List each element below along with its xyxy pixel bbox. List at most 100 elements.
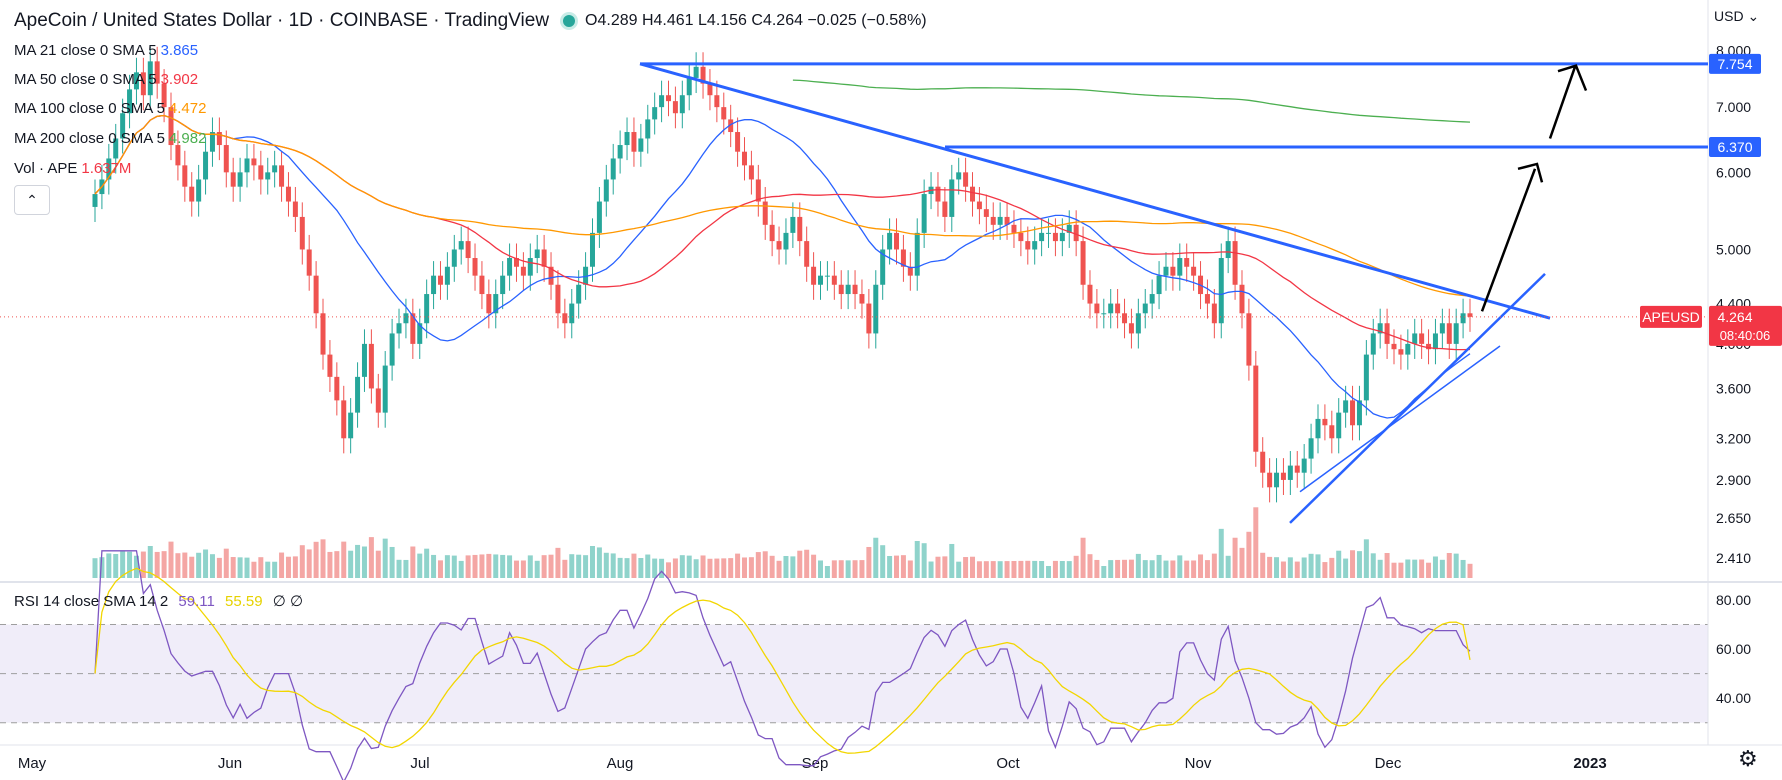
price-tick-label: 5.000 <box>1716 241 1751 257</box>
volume-bar <box>1343 558 1349 578</box>
candle-body <box>1156 275 1162 295</box>
volume-bar <box>603 552 609 578</box>
volume-bar <box>120 550 126 578</box>
volume-bar <box>555 547 561 578</box>
volume-bar <box>679 555 685 578</box>
candle-body <box>1260 451 1266 473</box>
candle-body <box>1191 266 1197 276</box>
candle-body <box>527 258 533 276</box>
volume-bar <box>963 557 969 578</box>
currency-selector[interactable]: USD ⌄ <box>1714 8 1760 24</box>
indicator-ma21[interactable]: MA 21 close 0 SMA 5 3.865 <box>14 42 199 59</box>
candle-body <box>797 216 803 242</box>
candle-body <box>154 61 160 84</box>
volume-bar <box>1377 559 1383 578</box>
volume-bar <box>838 560 844 578</box>
volume-bar <box>513 560 519 578</box>
volume-bar <box>127 551 133 578</box>
rsi-tick-label: 60.00 <box>1716 641 1751 657</box>
volume-bar <box>292 556 298 578</box>
candle-body <box>645 119 651 139</box>
indicator-ma100[interactable]: MA 100 close 0 SMA 5 4.472 <box>14 100 207 117</box>
volume-bar <box>417 553 423 578</box>
candle-body <box>914 232 920 276</box>
volume-bar <box>175 553 181 578</box>
candle-body <box>997 216 1003 225</box>
price-tick-label: 7.000 <box>1716 99 1751 115</box>
candle-body <box>1122 313 1128 324</box>
candle-body <box>735 132 741 152</box>
candle-body <box>1426 343 1432 350</box>
price-label-box <box>1709 53 1761 74</box>
volume-bar <box>1018 560 1024 578</box>
candle-body <box>168 107 174 146</box>
candle-body <box>230 172 236 187</box>
volume-bar <box>741 557 747 578</box>
volume-bar <box>272 561 278 578</box>
volume-bar <box>956 561 962 578</box>
candle-body <box>106 158 112 180</box>
volume-bar <box>1370 553 1376 578</box>
indicator-ma50[interactable]: MA 50 close 0 SMA 5 3.902 <box>14 71 199 88</box>
candle-body <box>1080 241 1086 285</box>
volume-bar <box>887 556 893 578</box>
volume-bar <box>99 557 105 578</box>
candle-body <box>1274 472 1280 488</box>
volume-bar <box>1122 559 1128 578</box>
volume-bar <box>942 556 948 578</box>
rsi-header[interactable]: RSI 14 close SMA 14 2 59.11 55.59 ∅ ∅ <box>14 593 304 610</box>
candle-body <box>334 376 340 401</box>
price-tick-label: 6.000 <box>1716 164 1751 180</box>
candle-body <box>1046 232 1052 234</box>
candle-body <box>935 186 941 202</box>
settings-gear-icon[interactable]: ⚙ <box>1738 746 1758 771</box>
candle-body <box>555 284 561 314</box>
volume-bar <box>990 561 996 578</box>
time-tick-label: May <box>18 755 47 772</box>
candle-body <box>1011 224 1017 233</box>
candle-body <box>1128 323 1134 334</box>
candle-body <box>1211 303 1217 324</box>
candle-body <box>1460 313 1466 324</box>
candle-body <box>382 365 388 413</box>
candle-body <box>1370 333 1376 355</box>
candle-body <box>603 179 609 202</box>
candle-body <box>956 172 962 180</box>
volume-bar <box>209 554 215 578</box>
indicator-volume[interactable]: Vol · APE 1.637M <box>14 160 132 177</box>
candle-body <box>741 151 747 166</box>
volume-bar <box>583 555 589 578</box>
indicator-ma200[interactable]: MA 200 close 0 SMA 5 4.982 <box>14 130 207 147</box>
volume-bar <box>237 557 243 578</box>
rsi-ma-line <box>94 567 1471 754</box>
volume-bar <box>1142 560 1148 578</box>
volume-bar <box>431 554 437 578</box>
candle-body <box>1315 418 1321 439</box>
candle-body <box>1066 224 1072 233</box>
ma100-line <box>94 114 1471 297</box>
volume-bar <box>216 557 222 578</box>
volume-bar <box>251 561 257 578</box>
candle-body <box>389 333 395 366</box>
volume-bar <box>1011 561 1017 578</box>
volume-bar <box>403 559 409 578</box>
candle-body <box>824 275 830 277</box>
last-price-box <box>1709 305 1782 346</box>
candle-body <box>638 138 644 152</box>
candle-body <box>1377 323 1383 334</box>
volume-bar <box>845 560 851 578</box>
collapse-legend-button[interactable]: ⌃ <box>14 185 50 215</box>
volume-bar <box>465 555 471 578</box>
candle-body <box>493 294 499 314</box>
candle-body <box>1329 425 1335 439</box>
candle-body <box>1149 294 1155 304</box>
candle-body <box>444 266 450 285</box>
volume-bar <box>1066 561 1072 578</box>
volume-bar <box>1287 557 1293 578</box>
candle-body <box>1280 472 1286 480</box>
rsi-tick-label: 80.00 <box>1716 592 1751 608</box>
volume-bar <box>1198 554 1204 578</box>
candle-body <box>285 186 291 202</box>
candle-body <box>1170 266 1176 276</box>
